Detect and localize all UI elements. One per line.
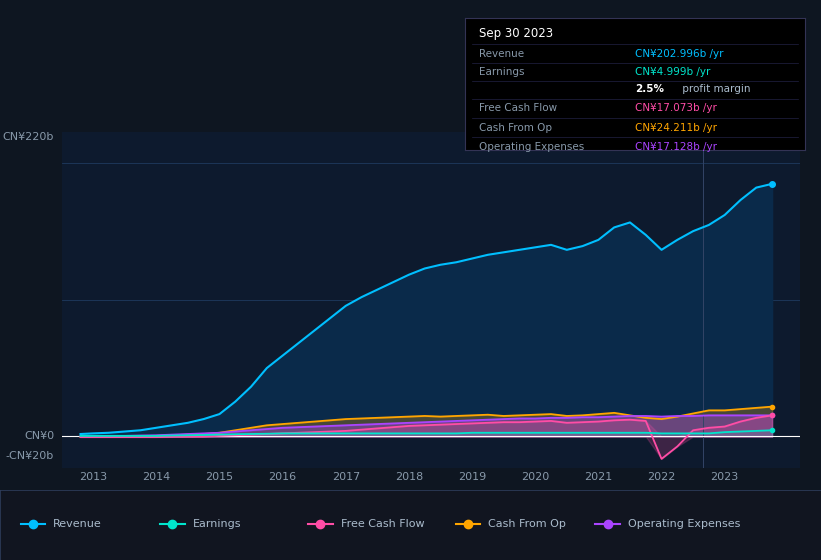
Text: CN¥202.996b /yr: CN¥202.996b /yr [635, 49, 723, 59]
Text: Earnings: Earnings [193, 519, 241, 529]
Text: Cash From Op: Cash From Op [488, 519, 566, 529]
Text: Sep 30 2023: Sep 30 2023 [479, 27, 553, 40]
Text: CN¥220b: CN¥220b [2, 132, 54, 142]
Text: Earnings: Earnings [479, 67, 524, 77]
Text: profit margin: profit margin [679, 85, 750, 94]
Text: CN¥17.073b /yr: CN¥17.073b /yr [635, 104, 717, 114]
Text: Free Cash Flow: Free Cash Flow [479, 104, 557, 114]
Text: Cash From Op: Cash From Op [479, 123, 552, 133]
Text: CN¥0: CN¥0 [24, 432, 54, 441]
Text: CN¥4.999b /yr: CN¥4.999b /yr [635, 67, 710, 77]
Text: Operating Expenses: Operating Expenses [479, 142, 584, 152]
Text: Revenue: Revenue [479, 49, 524, 59]
Text: -CN¥20b: -CN¥20b [6, 451, 54, 461]
Text: Revenue: Revenue [53, 519, 102, 529]
Text: 2.5%: 2.5% [635, 85, 664, 94]
Text: CN¥17.128b /yr: CN¥17.128b /yr [635, 142, 717, 152]
Text: Free Cash Flow: Free Cash Flow [341, 519, 424, 529]
Text: CN¥24.211b /yr: CN¥24.211b /yr [635, 123, 717, 133]
Text: Operating Expenses: Operating Expenses [628, 519, 741, 529]
